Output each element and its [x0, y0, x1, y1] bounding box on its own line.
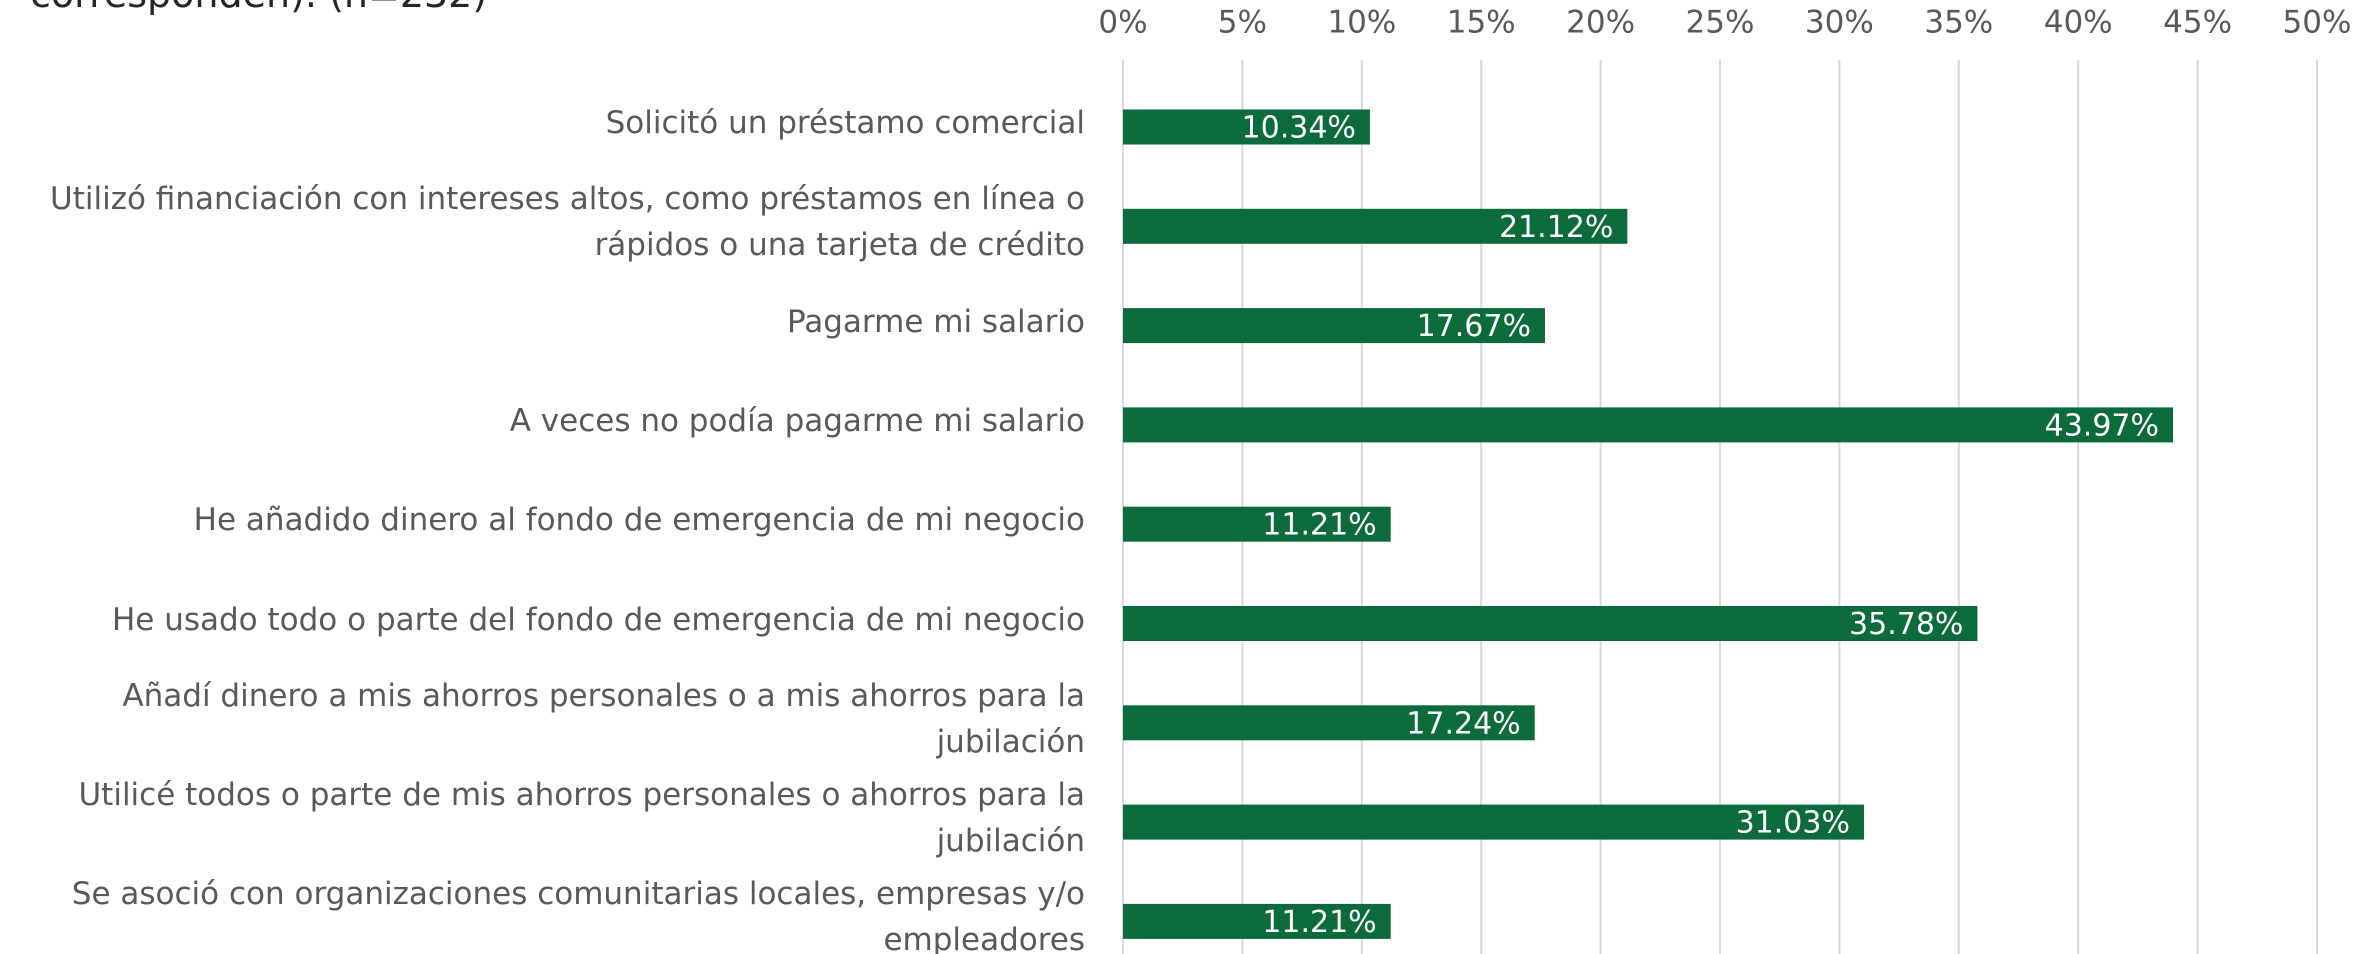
x-tick-label: 30%: [1805, 5, 1874, 41]
category-label: He añadido dinero al fondo de emergencia…: [193, 502, 1085, 539]
bar: [1123, 308, 1545, 344]
value-label: 31.03%: [1736, 806, 1850, 841]
x-tick-label: 45%: [2163, 5, 2232, 41]
x-tick-label: 5%: [1218, 5, 1267, 41]
category-label: Pagarme mi salario: [786, 303, 1085, 340]
bar: [1123, 208, 1628, 244]
bar: [1123, 407, 2174, 443]
category-label: Se asoció con organizaciones comunitaria…: [71, 876, 1085, 954]
x-tick-label: 50%: [2283, 5, 2352, 41]
value-label: 11.21%: [1262, 905, 1376, 940]
chart-title: corresponden). (n=232): [30, 0, 487, 16]
x-tick-label: 40%: [2044, 5, 2113, 41]
value-label: 10.34%: [1242, 111, 1356, 146]
bar: [1123, 705, 1535, 741]
value-label: 35.78%: [1849, 607, 1963, 642]
category-label: Utilizó financiación con intereses altos…: [50, 181, 1085, 264]
value-label: 17.24%: [1406, 706, 1520, 741]
category-label: He usado todo o parte del fondo de emerg…: [111, 601, 1085, 638]
bar: [1123, 606, 1978, 641]
x-tick-label: 15%: [1447, 5, 1516, 41]
x-tick-label: 0%: [1098, 5, 1147, 41]
category-label: Utilicé todos o parte de mis ahorros per…: [78, 777, 1085, 860]
value-label: 11.21%: [1262, 508, 1376, 543]
x-tick-label: 10%: [1327, 5, 1396, 41]
category-label: Solicitó un préstamo comercial: [605, 105, 1085, 141]
bar: [1123, 109, 1370, 145]
bar: [1123, 804, 1864, 840]
category-label: A veces no podía pagarme mi salario: [509, 402, 1085, 439]
value-label: 43.97%: [2045, 408, 2159, 443]
bar: [1123, 903, 1391, 939]
bar: [1123, 506, 1391, 542]
value-label: 21.12%: [1499, 210, 1613, 245]
value-label: 17.67%: [1417, 309, 1531, 344]
x-tick-label: 20%: [1566, 5, 1635, 41]
category-label: Añadí dinero a mis ahorros personales o …: [122, 677, 1085, 760]
x-tick-label: 35%: [1924, 5, 1993, 41]
x-tick-label: 25%: [1686, 5, 1755, 41]
